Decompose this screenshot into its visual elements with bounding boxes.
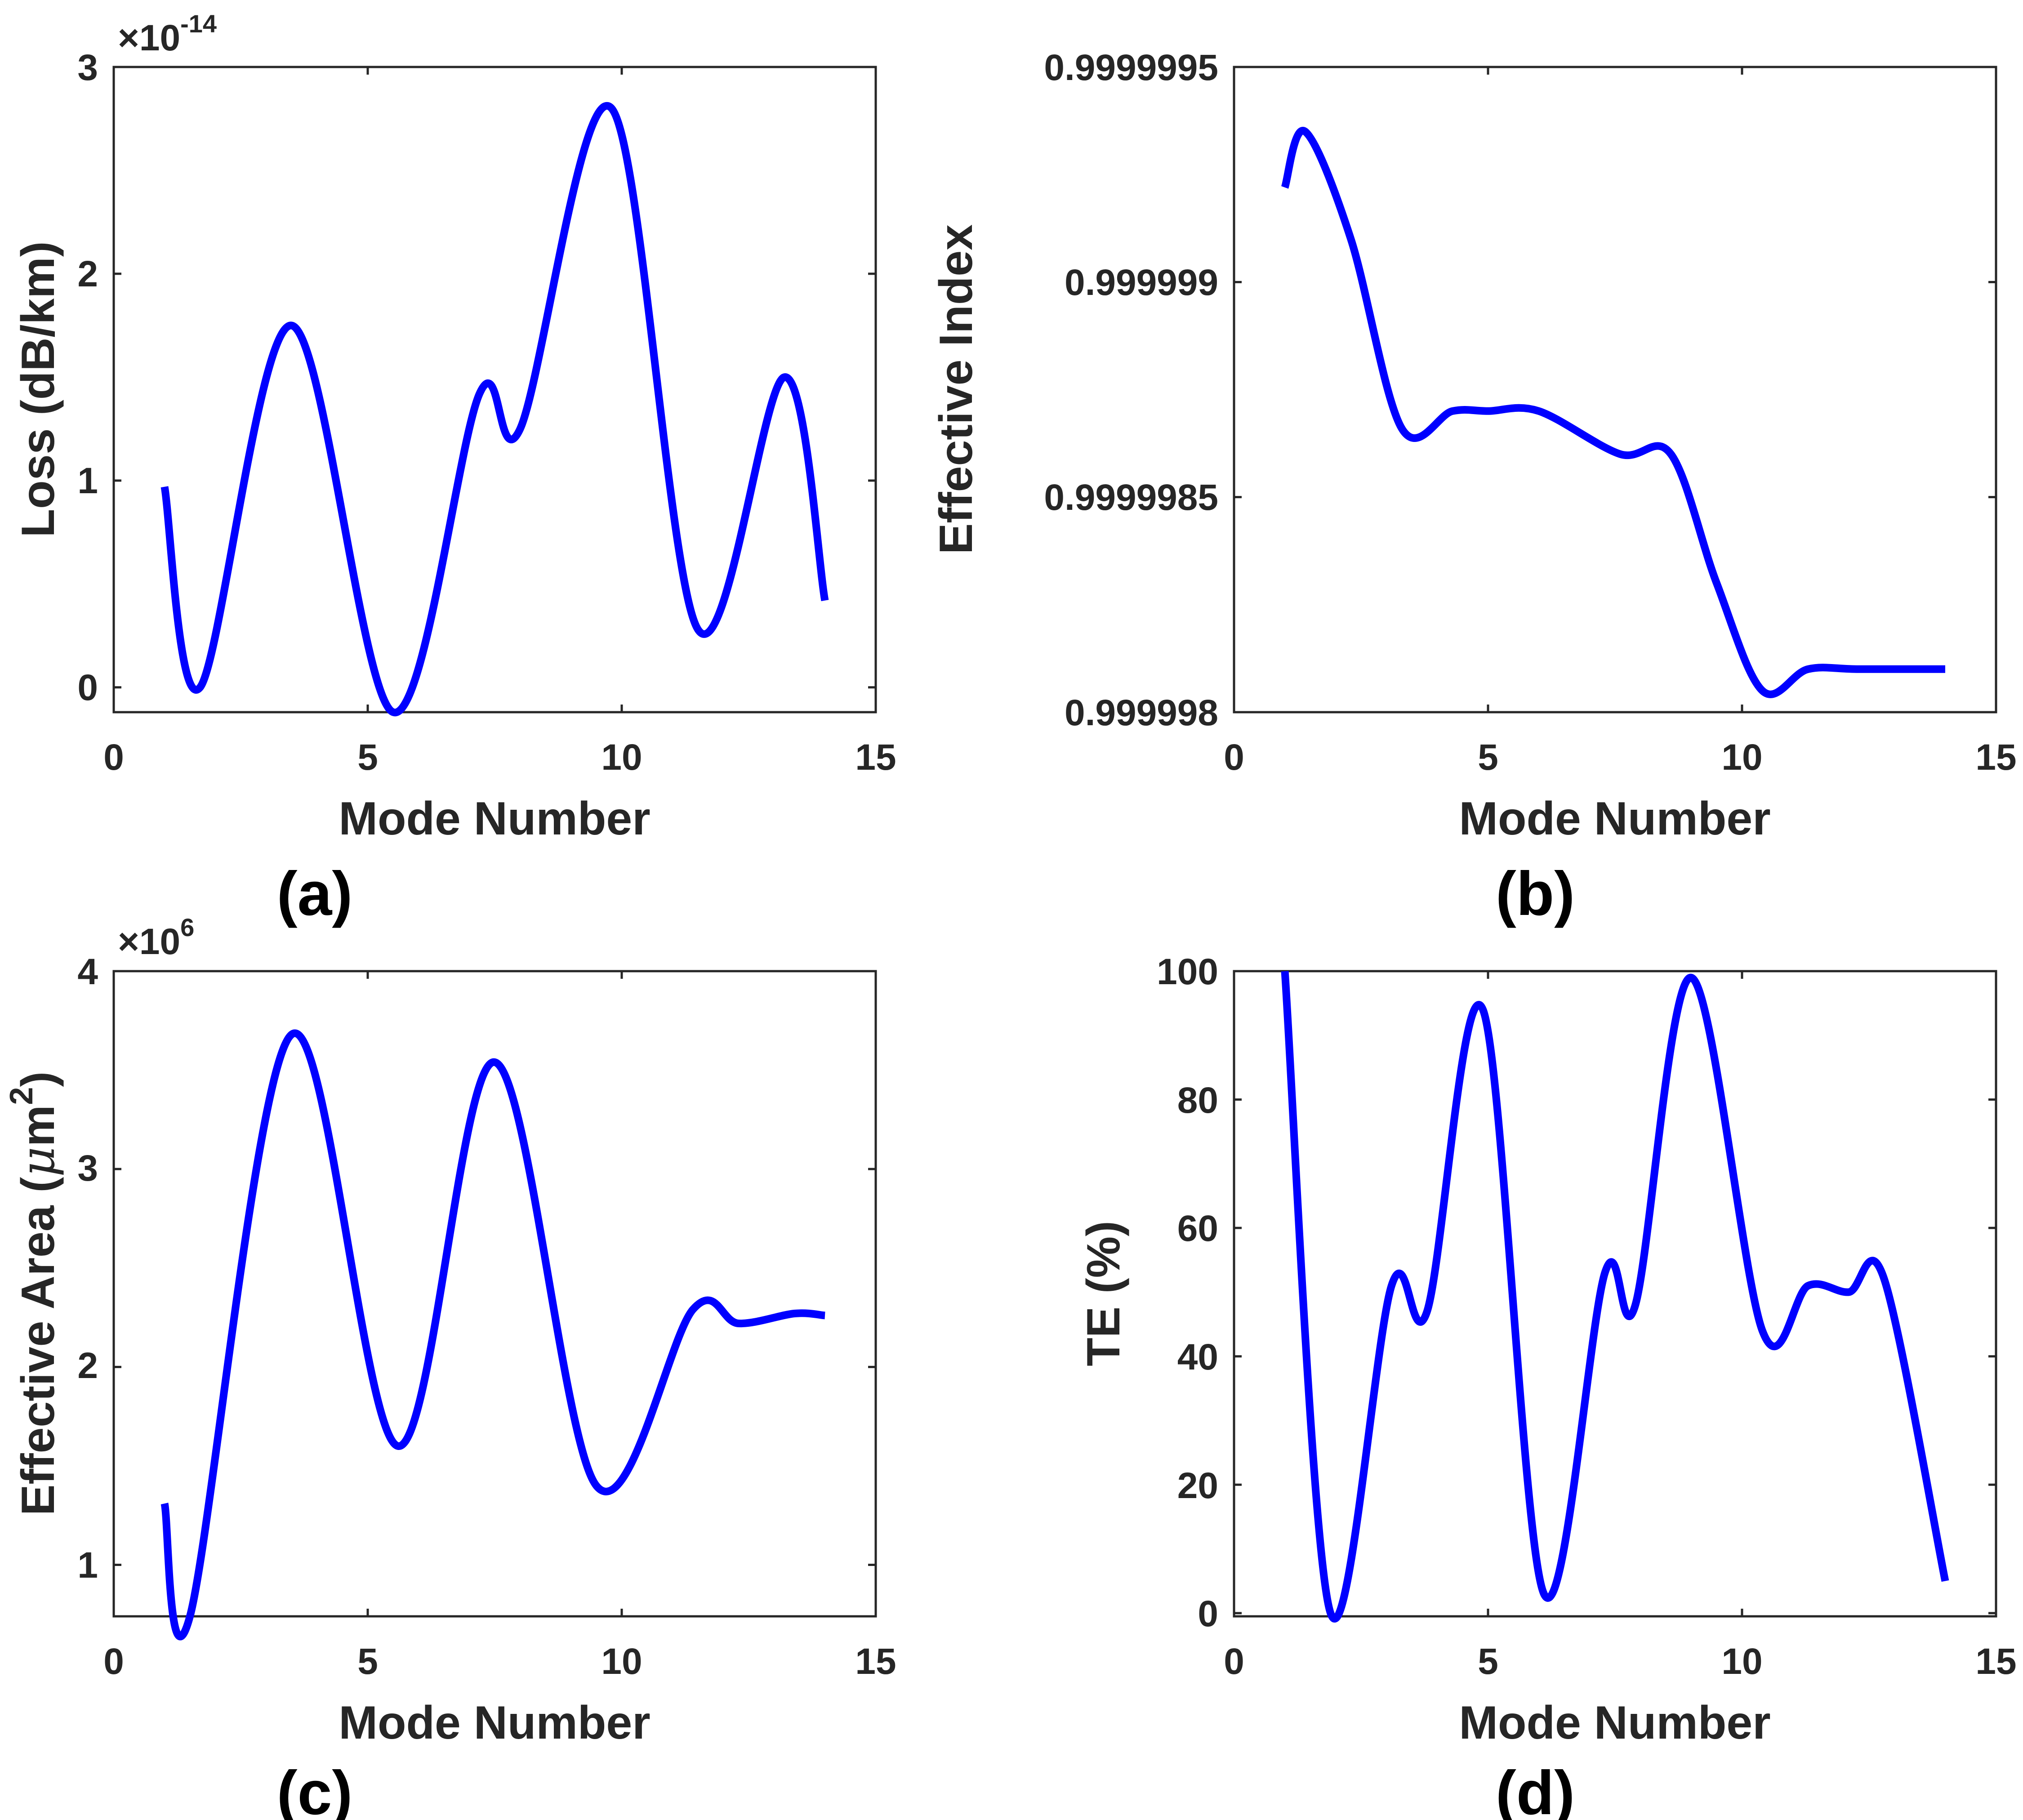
panel-d-ytick-label: 0 bbox=[1198, 1593, 1218, 1634]
panel-d-series-line bbox=[1281, 971, 1949, 1623]
panel-d-xtick-label: 0 bbox=[1224, 1641, 1244, 1682]
panel-d-xtick-label: 15 bbox=[1975, 1641, 2016, 1682]
panel-b-axes-box bbox=[1233, 66, 1997, 714]
panel-c-ytick-label: 2 bbox=[77, 1345, 98, 1386]
panel-d-ticks bbox=[1233, 970, 1997, 1616]
panel-a-ytick-label: 0 bbox=[77, 667, 98, 708]
panel-c-multiplier: ×106 bbox=[118, 913, 194, 962]
panel-b-ytick-label: 0.999999 bbox=[1065, 262, 1218, 303]
panel-c-y-axis-title: Effective Area (μm2) bbox=[4, 1071, 65, 1516]
panel-b-xtick-label: 5 bbox=[1478, 737, 1498, 778]
panel-a-y-axis-title: Loss (dB/km) bbox=[12, 241, 64, 538]
panel-b-y-axis-title: Effective Index bbox=[930, 224, 982, 554]
panel-d-ytick-label: 40 bbox=[1177, 1337, 1218, 1378]
panel-a-xtick-label: 5 bbox=[357, 737, 378, 778]
panel-b-xtick-label: 10 bbox=[1721, 737, 1762, 778]
panel-a-ticks bbox=[112, 66, 877, 712]
panel-c-ticks bbox=[112, 970, 877, 1616]
panel-b-ytick-label: 0.9999995 bbox=[1044, 47, 1218, 88]
panel-d-ytick-label: 20 bbox=[1177, 1465, 1218, 1506]
panel-a-xtick-label: 0 bbox=[103, 737, 124, 778]
panel-d: 0 5 10 15 0 20 40 60 80 100 Mode Number … bbox=[1078, 951, 2017, 1820]
panel-a-label: (a) bbox=[277, 859, 353, 928]
panel-a-ytick-label: 1 bbox=[77, 460, 98, 501]
panel-b-tick-labels: 0 5 10 15 0.999998 0.9999985 0.999999 0.… bbox=[1044, 47, 2016, 778]
panel-a-series-line bbox=[160, 102, 829, 716]
panel-c-series-line bbox=[160, 1029, 825, 1641]
panel-d-xtick-label: 10 bbox=[1721, 1641, 1762, 1682]
panel-d-y-axis-title: TE (%) bbox=[1078, 1221, 1130, 1366]
panel-b-ytick-label: 0.9999985 bbox=[1044, 477, 1218, 518]
panel-c-ytick-label: 4 bbox=[77, 951, 98, 992]
panel-a-tick-labels: 0 5 10 15 0 1 2 3 bbox=[77, 47, 896, 778]
panel-c: 0 5 10 15 1 2 3 4 ×106 Mode Number Effec… bbox=[4, 913, 896, 1820]
panel-d-tick-labels: 0 5 10 15 0 20 40 60 80 100 bbox=[1157, 951, 2016, 1682]
panel-c-axes-box bbox=[112, 970, 877, 1618]
panel-d-ytick-label: 60 bbox=[1177, 1208, 1218, 1249]
panel-b-series-line bbox=[1281, 126, 1945, 698]
panel-c-xtick-label: 10 bbox=[601, 1641, 642, 1682]
panel-a-x-axis-title: Mode Number bbox=[339, 793, 650, 845]
panel-a-axes-box bbox=[112, 66, 877, 714]
panel-d-xtick-label: 5 bbox=[1478, 1641, 1498, 1682]
panel-c-x-axis-title: Mode Number bbox=[339, 1697, 650, 1749]
panel-d-ytick-label: 100 bbox=[1157, 951, 1218, 992]
panel-b-xtick-label: 15 bbox=[1975, 737, 2016, 778]
panel-c-tick-labels: 0 5 10 15 1 2 3 4 bbox=[77, 951, 896, 1682]
panel-b-xtick-label: 0 bbox=[1224, 737, 1244, 778]
panel-b-label: (b) bbox=[1496, 859, 1575, 928]
panel-c-ytick-label: 1 bbox=[77, 1545, 98, 1586]
panel-c-label: (c) bbox=[277, 1758, 353, 1820]
panel-b-ytick-label: 0.999998 bbox=[1065, 692, 1218, 733]
panel-a-xtick-label: 10 bbox=[601, 737, 642, 778]
panel-b-ticks bbox=[1233, 66, 1997, 714]
panel-a-ytick-label: 3 bbox=[77, 47, 98, 88]
panel-a-ytick-label: 2 bbox=[77, 254, 98, 294]
panel-c-xtick-label: 15 bbox=[855, 1641, 896, 1682]
panel-d-ytick-label: 80 bbox=[1177, 1080, 1218, 1121]
panel-b-x-axis-title: Mode Number bbox=[1459, 793, 1770, 845]
panel-a-multiplier: ×10-14 bbox=[118, 9, 217, 58]
panel-a: 0 5 10 15 0 1 2 3 ×10-14 Mode Number Los… bbox=[12, 9, 896, 928]
panel-d-label: (d) bbox=[1496, 1758, 1575, 1820]
panel-c-xtick-label: 0 bbox=[103, 1641, 124, 1682]
panel-c-xtick-label: 5 bbox=[357, 1641, 378, 1682]
panel-b: 0 5 10 15 0.999998 0.9999985 0.999999 0.… bbox=[930, 47, 2017, 928]
panel-d-axes-box bbox=[1233, 970, 1997, 1618]
panel-d-x-axis-title: Mode Number bbox=[1459, 1697, 1770, 1749]
panel-a-xtick-label: 15 bbox=[855, 737, 896, 778]
panel-c-ytick-label: 3 bbox=[77, 1148, 98, 1189]
